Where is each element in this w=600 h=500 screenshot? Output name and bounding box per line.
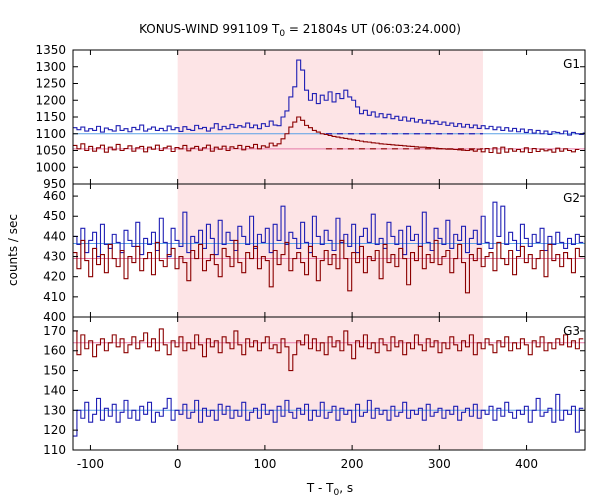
histogram-red-1 (73, 116, 580, 154)
y-tick-label: 450 (43, 209, 66, 223)
y-tick-label: 400 (43, 310, 66, 324)
y-tick-label: 460 (43, 189, 66, 203)
title-subscript: 0 (279, 29, 285, 39)
panel-label: G3 (563, 324, 580, 338)
y-tick-label: 140 (43, 383, 66, 397)
shaded-interval (177, 184, 483, 317)
panel-g3: 110 120 130 140 150 160 170 G3 (43, 316, 586, 457)
x-tick-label: 0 (174, 457, 182, 471)
x-tick-label: 400 (515, 457, 538, 471)
y-tick-label: 1350 (35, 43, 66, 57)
panel-label: G2 (563, 191, 580, 205)
panel-g2: 400 410 420 430 440 450 460 G2 (43, 183, 586, 324)
y-tick-label: 1200 (35, 93, 66, 107)
y-tick-label: 110 (43, 443, 66, 457)
histogram-red-1 (73, 239, 584, 294)
x-tick-label: 100 (253, 457, 276, 471)
x-tick-label: -100 (77, 457, 104, 471)
y-tick-label: 430 (43, 250, 66, 264)
chart-title: KONUS-WIND 991109 T0 = 21804s UT (06:03:… (139, 22, 461, 39)
y-tick-label: 1300 (35, 60, 66, 74)
y-tick-label: 1250 (35, 77, 66, 91)
x-tick-label: 300 (428, 457, 451, 471)
title-rest: = 21804s UT (06:03:24.000) (285, 22, 461, 36)
y-tick-label: 440 (43, 229, 66, 243)
y-tick-label: 420 (43, 270, 66, 284)
y-tick-label: 1150 (35, 110, 66, 124)
y-tick-label: 130 (43, 403, 66, 417)
panel-g1: 950 1000 1050 1100 1150 1200 1250 1300 1350 G1 (35, 43, 586, 191)
shaded-interval (177, 317, 483, 450)
y-tick-label: 150 (43, 364, 66, 378)
y-tick-label: 170 (43, 324, 66, 338)
histogram-red-0 (73, 328, 584, 372)
x-tick-label: 200 (341, 457, 364, 471)
histogram-blue-1 (73, 393, 584, 437)
x-axis-label: T - T0, s (306, 481, 353, 498)
y-axis-label: counts / sec (6, 214, 20, 286)
panel-label: G1 (563, 57, 580, 71)
y-tick-label: 120 (43, 423, 66, 437)
y-tick-label: 410 (43, 290, 66, 304)
panels-group: 95010001050110011501200125013001350G1400… (35, 43, 586, 471)
y-tick-label: 950 (43, 177, 66, 191)
x-label-subscript: 0 (334, 488, 340, 498)
histogram-blue-0 (73, 59, 585, 136)
y-tick-label: 160 (43, 344, 66, 358)
y-tick-label: 1100 (35, 127, 66, 141)
y-tick-label: 1050 (35, 144, 66, 158)
x-label-rest: , s (339, 481, 353, 495)
shaded-interval (177, 50, 483, 184)
panel-frame (72, 316, 586, 451)
y-tick-label: 1000 (35, 160, 66, 174)
